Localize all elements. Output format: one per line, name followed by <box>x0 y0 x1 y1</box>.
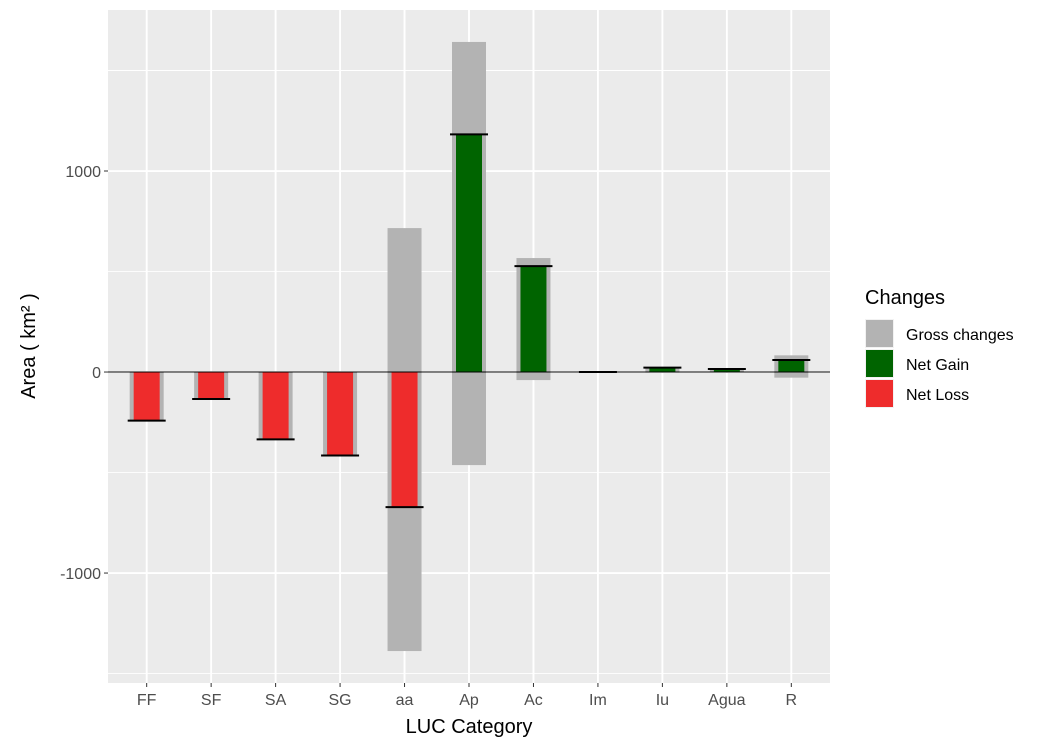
x-tick-label: aa <box>396 692 414 709</box>
x-tick-label: FF <box>137 692 157 709</box>
x-tick-label: Agua <box>708 692 745 709</box>
legend: Changes Gross changes Net Gain Net Loss <box>865 287 1014 408</box>
net-gain-bar <box>713 369 740 373</box>
legend-entry-label: Gross changes <box>906 327 1014 344</box>
net-gain-bar <box>520 266 547 373</box>
y-tick-label: -1000 <box>60 566 101 583</box>
net-loss-bar <box>198 372 225 399</box>
net-gain-bar <box>456 134 482 373</box>
x-tick-label: SA <box>265 692 287 709</box>
x-tick-label: Ac <box>524 692 543 709</box>
net-loss-bar <box>133 372 160 421</box>
y-axis-label: Area ( km² ) <box>18 293 40 399</box>
y-axis: -1000 0 1000 <box>60 164 108 583</box>
x-tick-label: Iu <box>656 692 669 709</box>
x-tick-label: Ap <box>459 692 479 709</box>
net-gain-bar <box>778 359 805 373</box>
net-gain-bar <box>649 367 676 373</box>
legend-entry-label: Net Loss <box>906 387 969 404</box>
legend-entry-label: Net Gain <box>906 357 969 374</box>
legend-title: Changes <box>865 287 945 309</box>
x-tick-label: SG <box>329 692 352 709</box>
y-tick-label: 0 <box>92 365 101 382</box>
legend-key-swatch <box>866 380 893 407</box>
x-axis-label: LUC Category <box>406 716 533 738</box>
x-tick-label: Im <box>589 692 607 709</box>
legend-key-swatch <box>866 320 893 347</box>
net-loss-bar <box>262 372 289 440</box>
x-tick-label: R <box>786 692 798 709</box>
legend-key-swatch <box>866 350 893 377</box>
net-loss-bar <box>327 372 354 456</box>
x-tick-label: SF <box>201 692 222 709</box>
y-tick-label: 1000 <box>65 164 101 181</box>
bars <box>108 41 830 652</box>
x-axis: FF SF SA SG aa Ap Ac Im Iu Agua R <box>137 683 797 709</box>
net-loss-bar <box>391 372 418 508</box>
